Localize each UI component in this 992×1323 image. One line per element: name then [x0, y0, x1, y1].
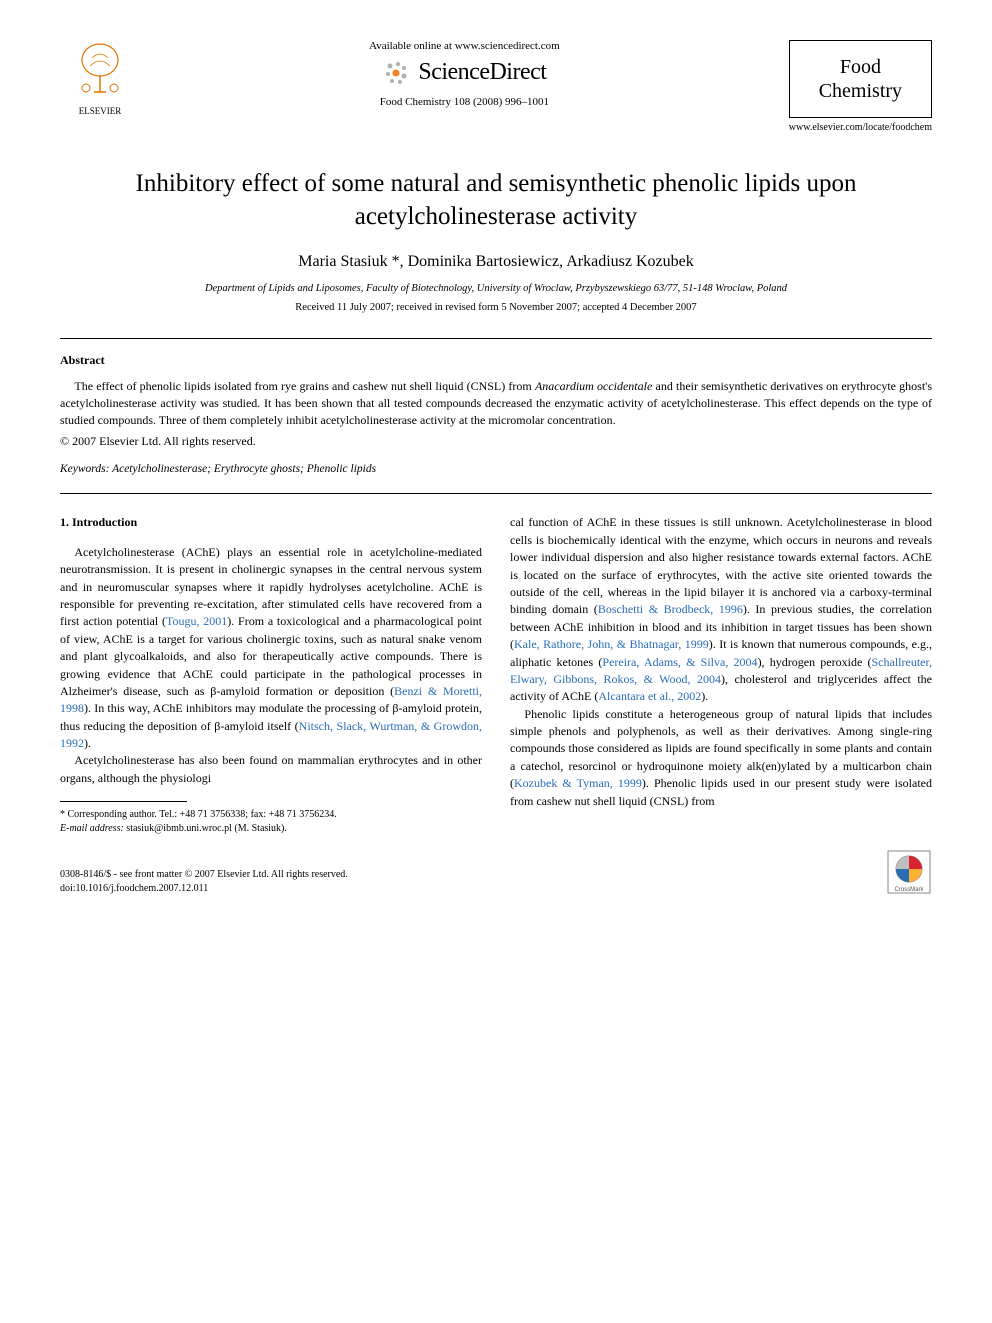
abstract-heading: Abstract [60, 353, 932, 368]
header-center: Available online at www.sciencedirect.co… [160, 40, 769, 108]
footer-row: 0308-8146/$ - see front matter © 2007 El… [60, 849, 932, 895]
available-online-text: Available online at www.sciencedirect.co… [160, 40, 769, 52]
footer-doi: doi:10.1016/j.foodchem.2007.12.011 [60, 882, 348, 896]
ref-kale[interactable]: Kale, Rathore, John, & Bhatnagar, 1999 [514, 637, 709, 651]
journal-name-line1: Food [808, 55, 913, 79]
ref-boschetti[interactable]: Boschetti & Brodbeck, 1996 [598, 602, 743, 616]
keywords-line: Keywords: Acetylcholinesterase; Erythroc… [60, 463, 932, 475]
journal-block: Food Chemistry www.elsevier.com/locate/f… [789, 40, 932, 133]
keywords-text: Acetylcholinesterase; Erythrocyte ghosts… [109, 463, 376, 475]
footnote-separator [60, 801, 187, 802]
rcol-d: ), hydrogen peroxide ( [758, 655, 872, 669]
ref-kozubek[interactable]: Kozubek & Tyman, 1999 [514, 776, 642, 790]
elsevier-tree-icon [70, 40, 130, 100]
keywords-label: Keywords: [60, 463, 109, 475]
email-label: E-mail address: [60, 823, 124, 834]
journal-url[interactable]: www.elsevier.com/locate/foodchem [789, 122, 932, 133]
header-row: ELSEVIER Available online at www.science… [60, 40, 932, 133]
abstract-species: Anacardium occidentale [535, 379, 652, 393]
intro-p3: Phenolic lipids constitute a heterogeneo… [510, 706, 932, 810]
corr-tel-fax: * Corresponding author. Tel.: +48 71 375… [60, 808, 482, 822]
dates-line: Received 11 July 2007; received in revis… [60, 302, 932, 313]
ref-pereira[interactable]: Pereira, Adams, & Silva, 2004 [602, 655, 757, 669]
corresponding-author-footnote: * Corresponding author. Tel.: +48 71 375… [60, 808, 482, 835]
elsevier-label: ELSEVIER [60, 106, 140, 116]
footer-front-matter: 0308-8146/$ - see front matter © 2007 El… [60, 868, 348, 882]
crossmark-icon[interactable]: CrossMark [886, 849, 932, 895]
right-column: cal function of AChE in these tissues is… [510, 514, 932, 835]
ref-tougu[interactable]: Tougu, 2001 [166, 614, 227, 628]
separator-bottom [60, 493, 932, 494]
abstract-body: The effect of phenolic lipids isolated f… [60, 378, 932, 428]
intro-p1d: ). [84, 736, 91, 750]
article-title: Inhibitory effect of some natural and se… [100, 168, 892, 233]
section-heading-intro: 1. Introduction [60, 514, 482, 531]
abstract-prefix: The effect of phenolic lipids isolated f… [74, 379, 535, 393]
email-value[interactable]: stasiuk@ibmb.uni.wroc.pl (M. Stasiuk). [124, 823, 287, 834]
authors-line: Maria Stasiuk *, Dominika Bartosiewicz, … [60, 253, 932, 271]
body-columns: 1. Introduction Acetylcholinesterase (AC… [60, 514, 932, 835]
elsevier-logo: ELSEVIER [60, 40, 140, 116]
footer-left: 0308-8146/$ - see front matter © 2007 El… [60, 868, 348, 895]
separator-top [60, 338, 932, 339]
sciencedirect-dots-icon [382, 58, 410, 86]
rcol-f: ). [701, 689, 708, 703]
abstract-copyright: © 2007 Elsevier Ltd. All rights reserved… [60, 434, 932, 449]
journal-name-line2: Chemistry [808, 79, 913, 103]
affiliation-line: Department of Lipids and Liposomes, Facu… [60, 283, 932, 294]
left-column: 1. Introduction Acetylcholinesterase (AC… [60, 514, 482, 835]
corr-email-line: E-mail address: stasiuk@ibmb.uni.wroc.pl… [60, 822, 482, 836]
sciencedirect-text: ScienceDirect [418, 59, 546, 86]
journal-title-box: Food Chemistry [789, 40, 932, 118]
svg-text:CrossMark: CrossMark [894, 887, 924, 893]
sciencedirect-logo: ScienceDirect [160, 58, 769, 86]
intro-p2: Acetylcholinesterase has also been found… [60, 752, 482, 787]
citation-line: Food Chemistry 108 (2008) 996–1001 [160, 96, 769, 108]
intro-rcol-p1: cal function of AChE in these tissues is… [510, 514, 932, 705]
intro-p1: Acetylcholinesterase (AChE) plays an ess… [60, 544, 482, 753]
ref-alcantara[interactable]: Alcantara et al., 2002 [598, 689, 701, 703]
